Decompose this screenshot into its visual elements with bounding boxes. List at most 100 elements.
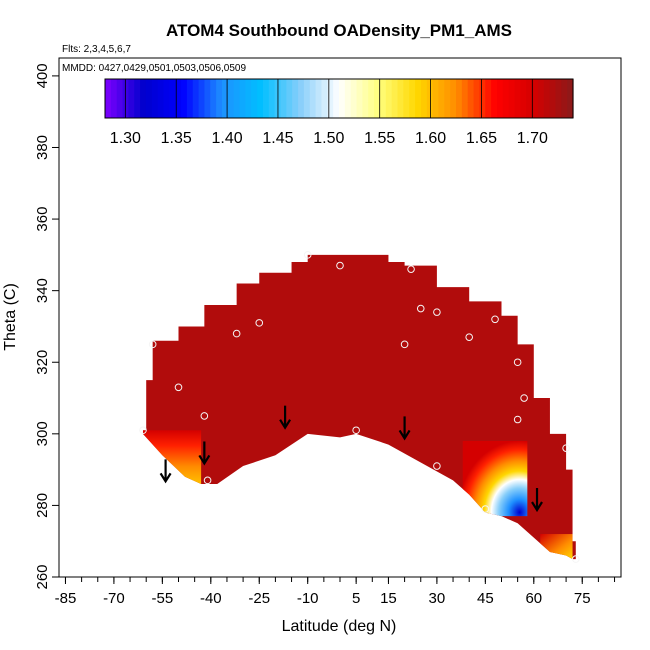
colorbar-swatch	[151, 79, 159, 118]
colorbar-tick-label: 1.35	[161, 130, 192, 147]
colorbar-swatch	[163, 79, 170, 118]
colorbar-swatch	[315, 79, 323, 118]
sample-point	[513, 358, 522, 367]
colorbar-frame	[104, 78, 574, 119]
colorbar-swatch	[233, 79, 241, 118]
chart-title: ATOM4 Southbound OADensity_PM1_AMS	[166, 21, 512, 40]
colorbar-swatch	[374, 79, 381, 118]
colorbar-swatch	[327, 79, 334, 118]
sample-point	[416, 304, 425, 313]
colorbar-tick-label: 1.40	[212, 130, 243, 147]
colorbar-swatch	[181, 79, 188, 118]
x-axis: -85 -70 -55 -40 -25 -10 5 15 30 45 60 75	[55, 577, 616, 607]
flight-arrow	[159, 459, 172, 484]
colorbar-swatch	[426, 79, 434, 118]
dates-note: MMDD: 0427,0429,0501,0503,0506,0509	[62, 63, 246, 74]
gradient-right-trough	[462, 440, 528, 517]
flight-arrow	[198, 441, 211, 466]
sample-point	[407, 265, 415, 273]
colorbar-swatch	[280, 79, 287, 118]
colorbar-swatch	[344, 79, 352, 118]
colorbar-swatch	[128, 79, 135, 118]
colorbar-tick-label: 1.70	[517, 130, 548, 147]
colorbar-swatch	[321, 79, 328, 118]
gradient-left-flank	[142, 430, 202, 492]
x-tick-label: 30	[429, 590, 446, 607]
x-tick-label: -25	[248, 590, 270, 607]
x-tick-label: 75	[574, 590, 591, 607]
colorbar-swatch	[222, 79, 229, 118]
x-tick-label: -10	[297, 590, 319, 607]
colorbar-swatch	[292, 79, 299, 118]
colorbar-tick-label: 1.55	[364, 130, 395, 147]
colorbar-swatch	[362, 79, 369, 118]
colorbar-tick-label: 1.50	[313, 130, 344, 147]
y-tick-label: 360	[34, 207, 51, 232]
y-axis-title: Theta (C)	[2, 283, 19, 351]
colorbar-swatch	[391, 79, 399, 118]
colorbar-swatch	[409, 79, 416, 118]
colorbar-swatch	[473, 79, 480, 118]
colorbar-swatch	[186, 79, 194, 118]
colorbar-swatch	[286, 79, 293, 118]
sample-point	[232, 329, 241, 338]
sample-point	[203, 476, 212, 485]
colorbar-swatch	[485, 79, 492, 118]
colorbar-swatch	[368, 79, 375, 118]
y-tick-label: 320	[34, 350, 51, 375]
colorbar-tick-label: 1.30	[110, 130, 141, 147]
y-axis: 260 280 300 320 340 360 380 400	[34, 63, 59, 590]
colorbar-swatch	[210, 79, 217, 118]
colorbar-swatch	[145, 79, 153, 118]
colorbar-swatch	[537, 79, 545, 118]
colorbar-swatch	[567, 79, 574, 118]
colorbar-swatch	[532, 79, 539, 118]
colorbar-swatch	[122, 79, 129, 118]
y-tick-label: 260	[34, 564, 51, 589]
colorbar-swatch	[403, 79, 410, 118]
sample-point	[255, 319, 264, 327]
colorbar-swatch	[543, 79, 551, 118]
sample-point	[200, 412, 209, 420]
colorbar-swatch	[491, 79, 498, 118]
flight-arrow	[398, 416, 411, 441]
colorbar-swatch	[379, 79, 387, 118]
colorbar-swatch	[251, 79, 258, 118]
colorbar-swatch	[175, 79, 182, 118]
colorbar-swatch	[450, 79, 457, 118]
colorbar-swatch	[198, 79, 206, 118]
x-tick-label: 5	[352, 590, 360, 607]
gradient-right-foot	[540, 534, 573, 560]
flight-arrow	[531, 487, 543, 513]
sample-point	[513, 415, 522, 424]
colorbar-swatch	[496, 79, 504, 118]
sample-point	[433, 462, 441, 470]
colorbar-swatch	[216, 79, 223, 118]
sample-point	[433, 308, 441, 316]
colorbar-swatch	[461, 79, 469, 118]
colorbar-swatch	[350, 79, 358, 118]
colorbar-swatch	[192, 79, 200, 118]
colorbar-tick-label: 1.45	[262, 130, 293, 147]
y-tick-label: 300	[34, 421, 51, 446]
colorbar-swatch	[245, 79, 252, 118]
y-tick-label: 340	[34, 278, 51, 303]
colorbar-swatch	[514, 79, 521, 118]
x-tick-label: 45	[477, 590, 494, 607]
y-tick-label: 380	[34, 135, 51, 160]
colorbar-swatch	[479, 79, 486, 118]
colorbar-swatch	[262, 79, 270, 118]
sample-point	[139, 426, 147, 435]
colorbar-swatch	[420, 79, 428, 118]
flights-note: Flts: 2,3,4,5,6,7	[62, 44, 131, 55]
y-tick-label: 280	[34, 493, 51, 518]
density-field	[142, 254, 576, 560]
sample-point	[336, 261, 344, 270]
sample-point	[352, 426, 360, 435]
colorbar-swatch	[508, 79, 516, 118]
colorbar-swatch	[456, 79, 463, 118]
sample-points	[139, 251, 580, 563]
colorbar-swatch	[467, 79, 475, 118]
colorbar-swatch	[520, 79, 527, 118]
